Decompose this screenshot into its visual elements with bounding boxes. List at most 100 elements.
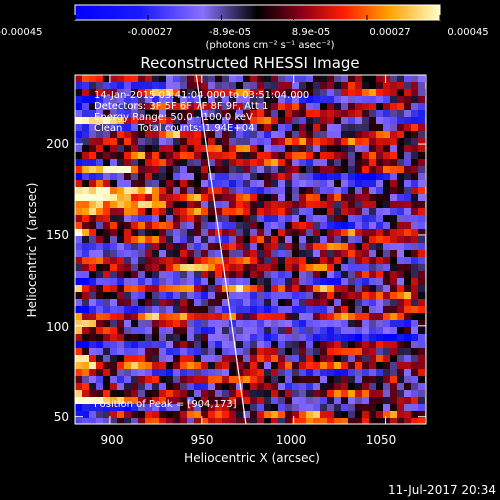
heatmap-cell [306, 194, 314, 202]
heatmap-cell [229, 152, 237, 160]
heatmap-cell [306, 418, 314, 424]
heatmap-cell [236, 173, 244, 181]
heatmap-cell [159, 285, 167, 293]
heatmap-cell [124, 355, 132, 363]
heatmap-cell [145, 369, 153, 377]
heatmap-cell [292, 320, 300, 328]
heatmap-cell [236, 299, 244, 307]
heatmap-cell [327, 299, 335, 307]
heatmap-cell [243, 124, 251, 132]
heatmap-cell [390, 320, 398, 328]
heatmap-cell [208, 159, 216, 167]
heatmap-cell [131, 397, 139, 405]
heatmap-cell [180, 201, 188, 209]
heatmap-cell [138, 229, 146, 237]
heatmap-cell [369, 250, 377, 258]
heatmap-cell [257, 243, 265, 251]
heatmap-cell [82, 271, 90, 279]
heatmap-cell [103, 376, 111, 384]
heatmap-cell [110, 313, 118, 321]
heatmap-cell [110, 341, 118, 349]
heatmap-cell [285, 397, 293, 405]
heatmap-cell [355, 341, 363, 349]
heatmap-cell [278, 411, 286, 419]
heatmap-cell [404, 334, 412, 342]
heatmap-cell [229, 285, 237, 293]
heatmap-cell [348, 194, 356, 202]
heatmap-cell [236, 250, 244, 258]
heatmap-cell [208, 75, 216, 83]
heatmap-cell [82, 229, 90, 237]
heatmap-cell [103, 173, 111, 181]
heatmap-cell [194, 138, 202, 146]
heatmap-cell [264, 89, 272, 97]
heatmap-cell [131, 285, 139, 293]
heatmap-cell [124, 166, 132, 174]
heatmap-cell [222, 166, 230, 174]
heatmap-cell [320, 292, 328, 300]
heatmap-cell [355, 362, 363, 370]
heatmap-cell [376, 173, 384, 181]
heatmap-cell [327, 236, 335, 244]
heatmap-cell [306, 299, 314, 307]
heatmap-cell [334, 348, 342, 356]
heatmap-cell [89, 243, 97, 251]
heatmap-cell [292, 341, 300, 349]
heatmap-cell [166, 264, 174, 272]
heatmap-cell [173, 236, 181, 244]
heatmap-cell [257, 292, 265, 300]
heatmap-cell [82, 250, 90, 258]
heatmap-cell [397, 383, 405, 391]
heatmap-cell [362, 124, 370, 132]
heatmap-cell [271, 397, 279, 405]
heatmap-cell [187, 278, 195, 286]
heatmap-cell [180, 250, 188, 258]
heatmap-cell [194, 215, 202, 223]
heatmap-cell [355, 103, 363, 111]
heatmap-cell [243, 334, 251, 342]
heatmap-cell [82, 376, 90, 384]
heatmap-cell [222, 152, 230, 160]
heatmap-cell [138, 152, 146, 160]
heatmap-cell [145, 229, 153, 237]
heatmap-cell [180, 236, 188, 244]
heatmap-cell [89, 96, 97, 104]
heatmap-cell [355, 187, 363, 195]
heatmap-cell [334, 180, 342, 188]
heatmap-cell [236, 236, 244, 244]
heatmap-cell [173, 299, 181, 307]
heatmap-cell [341, 166, 349, 174]
heatmap-cell [355, 159, 363, 167]
heatmap-cell [369, 229, 377, 237]
heatmap-cell [418, 411, 426, 419]
colorbar-ticks [74, 15, 441, 20]
heatmap-cell [243, 376, 251, 384]
heatmap-cell [390, 383, 398, 391]
colorbar: -0.00045 -0.00027 -8.9e-05 8.9e-05 0.000… [0, 4, 489, 51]
heatmap-cell [124, 229, 132, 237]
heatmap-cell [131, 166, 139, 174]
heatmap-cell [187, 159, 195, 167]
heatmap-cell [117, 404, 125, 412]
heatmap-cell [75, 103, 83, 111]
heatmap-cell [103, 369, 111, 377]
heatmap-cell [180, 159, 188, 167]
heatmap-cell [320, 124, 328, 132]
heatmap-cell [376, 208, 384, 216]
heatmap-cell [131, 201, 139, 209]
heatmap-cell [201, 117, 209, 125]
heatmap-cell [89, 292, 97, 300]
heatmap-cell [229, 145, 237, 153]
heatmap-cell [173, 103, 181, 111]
heatmap-cell [404, 390, 412, 398]
heatmap-cell [138, 110, 146, 118]
heatmap-cell [222, 243, 230, 251]
heatmap-cell [138, 383, 146, 391]
heatmap-cell [138, 390, 146, 398]
heatmap-cell [236, 341, 244, 349]
heatmap-cell [110, 145, 118, 153]
heatmap-cell [285, 257, 293, 265]
heatmap-cell [362, 320, 370, 328]
heatmap-cell [166, 369, 174, 377]
heatmap-cell [96, 243, 104, 251]
